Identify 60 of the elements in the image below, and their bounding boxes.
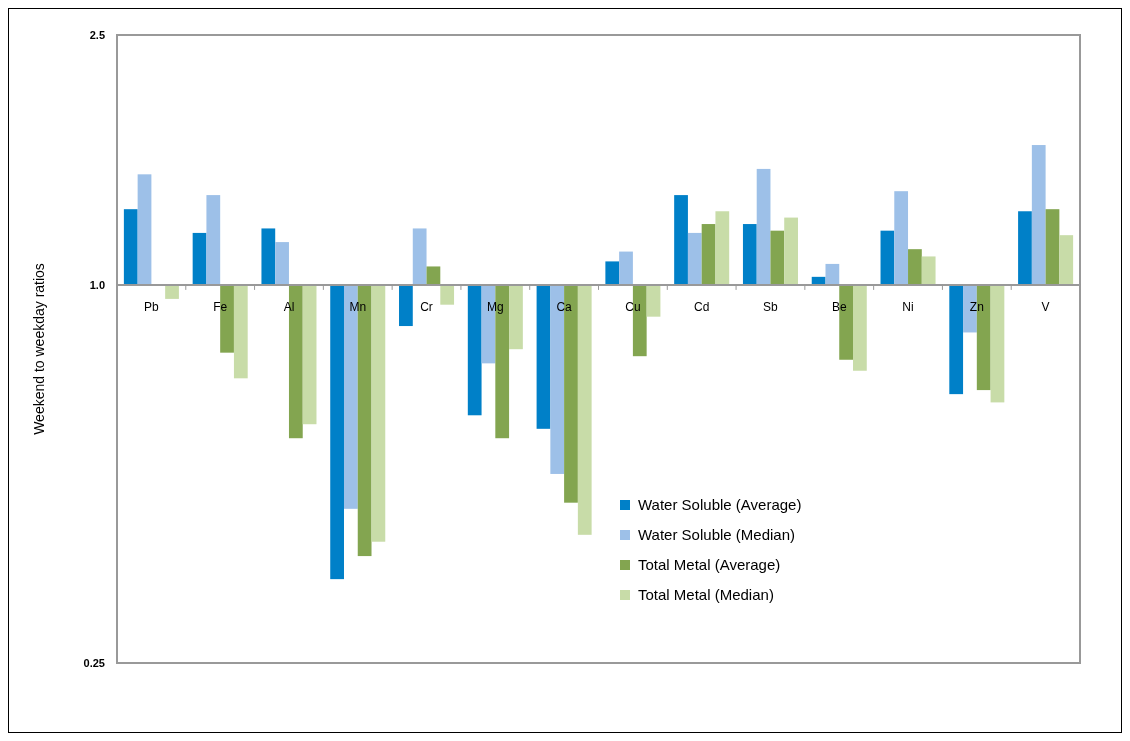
bar — [206, 195, 221, 285]
bar — [330, 284, 344, 580]
legend-label: Water Soluble (Average) — [638, 496, 802, 514]
bar — [412, 228, 427, 285]
bar — [605, 261, 620, 285]
y-tick-label: 0.25 — [83, 656, 105, 669]
bar — [123, 209, 138, 285]
bar — [302, 284, 317, 425]
bar — [509, 284, 523, 350]
bar — [853, 284, 867, 371]
bar — [577, 284, 592, 535]
bar — [467, 284, 482, 416]
bar — [261, 228, 276, 285]
bar — [165, 284, 179, 299]
bar — [137, 174, 152, 285]
y-tick-label: 1.0 — [89, 278, 105, 291]
y-axis-title: Weekend to weekday ratios — [31, 263, 47, 435]
bar — [399, 284, 413, 327]
bar — [275, 242, 289, 285]
x-tick-label: Ni — [902, 299, 914, 314]
x-tick-label: Mn — [349, 299, 367, 314]
bar — [742, 224, 757, 285]
bar — [756, 168, 771, 285]
bar — [192, 232, 207, 285]
x-tick-label: Al — [283, 299, 295, 314]
bar — [701, 224, 716, 285]
y-tick-label: 2.5 — [89, 28, 105, 41]
bar — [921, 256, 936, 285]
x-tick-label: Sb — [763, 299, 779, 314]
bar — [536, 284, 551, 429]
bar — [371, 284, 386, 542]
bar — [687, 232, 702, 285]
bar — [1045, 209, 1060, 285]
legend-label: Total Metal (Median) — [638, 586, 774, 604]
bar — [894, 191, 909, 285]
bar — [440, 284, 455, 305]
bar — [1018, 211, 1032, 285]
bar — [619, 251, 633, 285]
bar — [949, 284, 964, 395]
bar — [1059, 235, 1074, 285]
x-tick-label: Cd — [694, 299, 710, 314]
bar — [880, 230, 895, 285]
bar — [908, 249, 922, 285]
x-tick-label: Cr — [420, 299, 433, 314]
bar — [646, 284, 661, 317]
x-tick-label: V — [1041, 299, 1050, 314]
bar — [1031, 145, 1046, 285]
x-tick-label: Mg — [486, 299, 504, 314]
bar — [674, 195, 688, 285]
x-tick-label: Cu — [625, 299, 641, 314]
x-tick-label: Pb — [144, 299, 160, 314]
legend-label: Total Metal (Average) — [638, 556, 781, 574]
bar — [233, 284, 248, 379]
bar — [715, 211, 730, 285]
bar — [784, 217, 798, 285]
bar — [990, 284, 1005, 403]
bar — [825, 263, 840, 285]
bar — [426, 266, 441, 285]
bar — [770, 230, 785, 285]
legend-label: Water Soluble (Median) — [638, 526, 796, 544]
